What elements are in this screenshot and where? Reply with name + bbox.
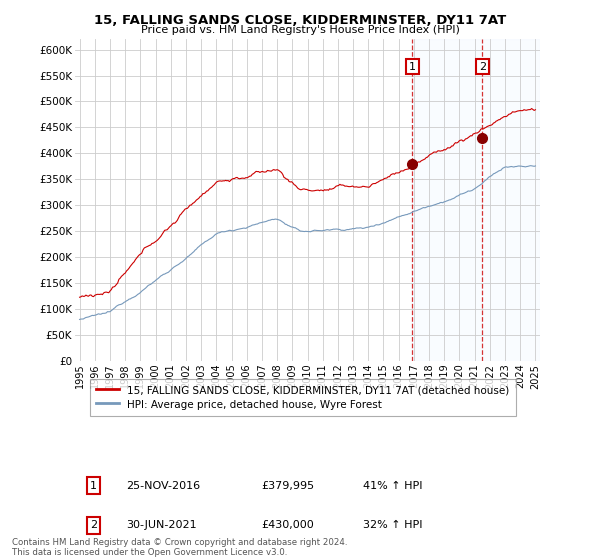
Text: £379,995: £379,995 xyxy=(261,480,314,491)
Bar xyxy=(412,39,540,361)
Text: 25-NOV-2016: 25-NOV-2016 xyxy=(126,480,200,491)
Text: Price paid vs. HM Land Registry's House Price Index (HPI): Price paid vs. HM Land Registry's House … xyxy=(140,25,460,35)
Text: 30-JUN-2021: 30-JUN-2021 xyxy=(126,520,197,530)
Text: 32% ↑ HPI: 32% ↑ HPI xyxy=(364,520,423,530)
Text: 1: 1 xyxy=(409,62,416,72)
Text: 15, FALLING SANDS CLOSE, KIDDERMINSTER, DY11 7AT: 15, FALLING SANDS CLOSE, KIDDERMINSTER, … xyxy=(94,14,506,27)
Text: 2: 2 xyxy=(479,62,486,72)
Text: 2: 2 xyxy=(90,520,97,530)
Text: 1: 1 xyxy=(90,480,97,491)
Legend: 15, FALLING SANDS CLOSE, KIDDERMINSTER, DY11 7AT (detached house), HPI: Average : 15, FALLING SANDS CLOSE, KIDDERMINSTER, … xyxy=(89,379,515,416)
Text: £430,000: £430,000 xyxy=(261,520,314,530)
Text: Contains HM Land Registry data © Crown copyright and database right 2024.
This d: Contains HM Land Registry data © Crown c… xyxy=(12,538,347,557)
Text: 41% ↑ HPI: 41% ↑ HPI xyxy=(364,480,423,491)
